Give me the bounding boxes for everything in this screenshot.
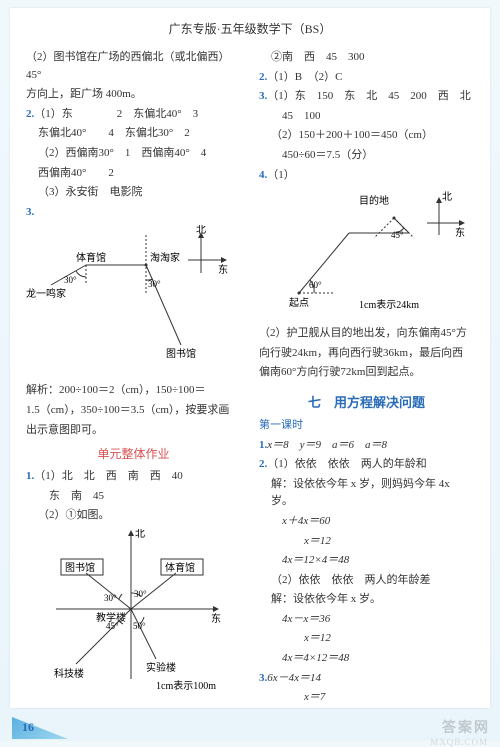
svg-text:30°: 30° [64, 275, 77, 285]
q-number: 2. [259, 458, 267, 470]
watermark: 答案网 [442, 717, 490, 737]
text: （2）①如图。 [26, 507, 241, 525]
q-number: 4. [259, 169, 267, 181]
text: 4x－x＝36 [259, 611, 474, 629]
svg-text:东: 东 [211, 612, 221, 625]
svg-text:北: 北 [196, 225, 206, 236]
text: （1）北 北 西 南 西 40 [34, 470, 183, 482]
analysis: 出示意图即可。 [26, 422, 241, 440]
q-number: 1. [26, 470, 34, 482]
text: 东偏北40° 4 东偏北30° 2 [26, 125, 241, 143]
text: （2）西偏南30° 1 西偏南40° 4 [26, 145, 241, 163]
svg-text:图书馆: 图书馆 [166, 347, 196, 360]
q-number: 1. [259, 439, 267, 451]
text: （2）依依 依依 两人的年龄差 [259, 572, 474, 590]
watermark-url: MXQB.COM [430, 737, 488, 747]
text: x＝7 [259, 689, 474, 707]
text: 4x＝4×12＝48 [259, 650, 474, 668]
svg-text:30°: 30° [134, 589, 147, 599]
page-header: 广东专版·五年级数学下（BS） [26, 20, 474, 37]
svg-text:50°: 50° [133, 621, 146, 631]
text: x＝12 [259, 533, 474, 551]
svg-text:45°: 45° [106, 621, 119, 631]
svg-text:起点: 起点 [289, 297, 309, 309]
text: （3）永安街 电影院 [26, 184, 241, 202]
svg-text:龙一鸣家: 龙一鸣家 [26, 287, 66, 300]
svg-text:45°: 45° [391, 230, 404, 240]
text: （1） [267, 169, 295, 181]
text: 6x－4x＝14 [267, 672, 321, 684]
text: （2）图书馆在广场的西偏北（或北偏西）45° [26, 49, 241, 84]
svg-text:淘淘家: 淘淘家 [150, 251, 180, 264]
analysis: 1.5（cm），350÷100＝3.5（cm），按要求画 [26, 402, 241, 420]
text: x＝12 [259, 630, 474, 648]
text: （2）150＋200＋100＝450（cm） [259, 127, 474, 145]
text: （1）东 150 东 北 45 200 西 北 [267, 90, 471, 102]
unit-hw-title: 单元整体作业 [26, 445, 241, 462]
svg-text:30°: 30° [104, 593, 117, 603]
text: 解：设依依今年 x 岁，则妈妈今年 4x 岁。 [259, 476, 474, 511]
q-number: 2. [259, 71, 267, 83]
svg-text:东: 东 [455, 226, 465, 239]
q-number: 3. [259, 90, 267, 102]
text: 方向上，距广场 400m。 [26, 86, 241, 104]
text: （2）护卫舰从目的地出发，向东偏南45°方 [259, 325, 474, 343]
text: ②南 西 45 300 [259, 49, 474, 67]
text: （1）东 2 东偏北40° 3 [34, 108, 198, 120]
figure-1: 北 东 淘淘家 体育馆 30° 龙一鸣家 [26, 225, 241, 378]
lesson-title: 第一课时 [259, 417, 474, 435]
svg-text:1cm表示100m: 1cm表示100m [156, 679, 216, 692]
text: 4x＝12×4＝48 [259, 552, 474, 570]
text: 东 南 45 [26, 488, 241, 506]
text: 西偏南40° 2 [26, 165, 241, 183]
svg-text:1cm表示24km: 1cm表示24km [359, 298, 419, 311]
content-columns: （2）图书馆在广场的西偏北（或北偏西）45° 方向上，距广场 400m。 2.（… [26, 47, 474, 687]
section-7-title: 七 用方程解决问题 [259, 392, 474, 411]
text: x＝8 y＝9 a＝6 a＝8 [267, 439, 387, 451]
svg-text:科技楼: 科技楼 [54, 667, 84, 680]
text: 45 100 [259, 108, 474, 126]
text: 偏南60°方向行驶72km回到起点。 [259, 364, 474, 382]
q-number: 2. [26, 108, 34, 120]
text: 解：设依依今年 x 岁。 [259, 591, 474, 609]
figure-3: 北 东 目的地 45° [259, 188, 474, 321]
text: （1）依依 依依 两人的年龄和 [267, 458, 427, 470]
text: 450÷60＝7.5（分） [259, 147, 474, 165]
svg-text:60°: 60° [309, 280, 322, 290]
svg-text:30°: 30° [148, 279, 161, 289]
q-number: 3. [26, 206, 34, 218]
left-column: （2）图书馆在广场的西偏北（或北偏西）45° 方向上，距广场 400m。 2.（… [26, 47, 241, 687]
text: 向行驶24km，再向西行驶36km，最后向西 [259, 345, 474, 363]
svg-text:实验楼: 实验楼 [146, 661, 176, 674]
svg-text:北: 北 [442, 191, 452, 203]
analysis: 解析：200÷100＝2（cm），150÷100＝ [26, 382, 241, 400]
text: x＋4x＝60 [259, 513, 474, 531]
svg-text:体育馆: 体育馆 [76, 251, 106, 264]
svg-text:体育馆: 体育馆 [165, 561, 195, 574]
svg-text:图书馆: 图书馆 [65, 561, 95, 574]
text: （1）B （2）C [267, 71, 342, 83]
right-column: ②南 西 45 300 2.（1）B （2）C 3.（1）东 150 东 北 4… [259, 47, 474, 687]
svg-text:北: 北 [135, 529, 145, 540]
page-corner-decor [12, 717, 68, 739]
svg-text:目的地: 目的地 [359, 194, 389, 207]
svg-text:东: 东 [218, 263, 228, 276]
figure-2: 北 东 图书馆 30° 体育馆 30° 教学楼 [26, 529, 241, 702]
q-number: 3. [259, 672, 267, 684]
